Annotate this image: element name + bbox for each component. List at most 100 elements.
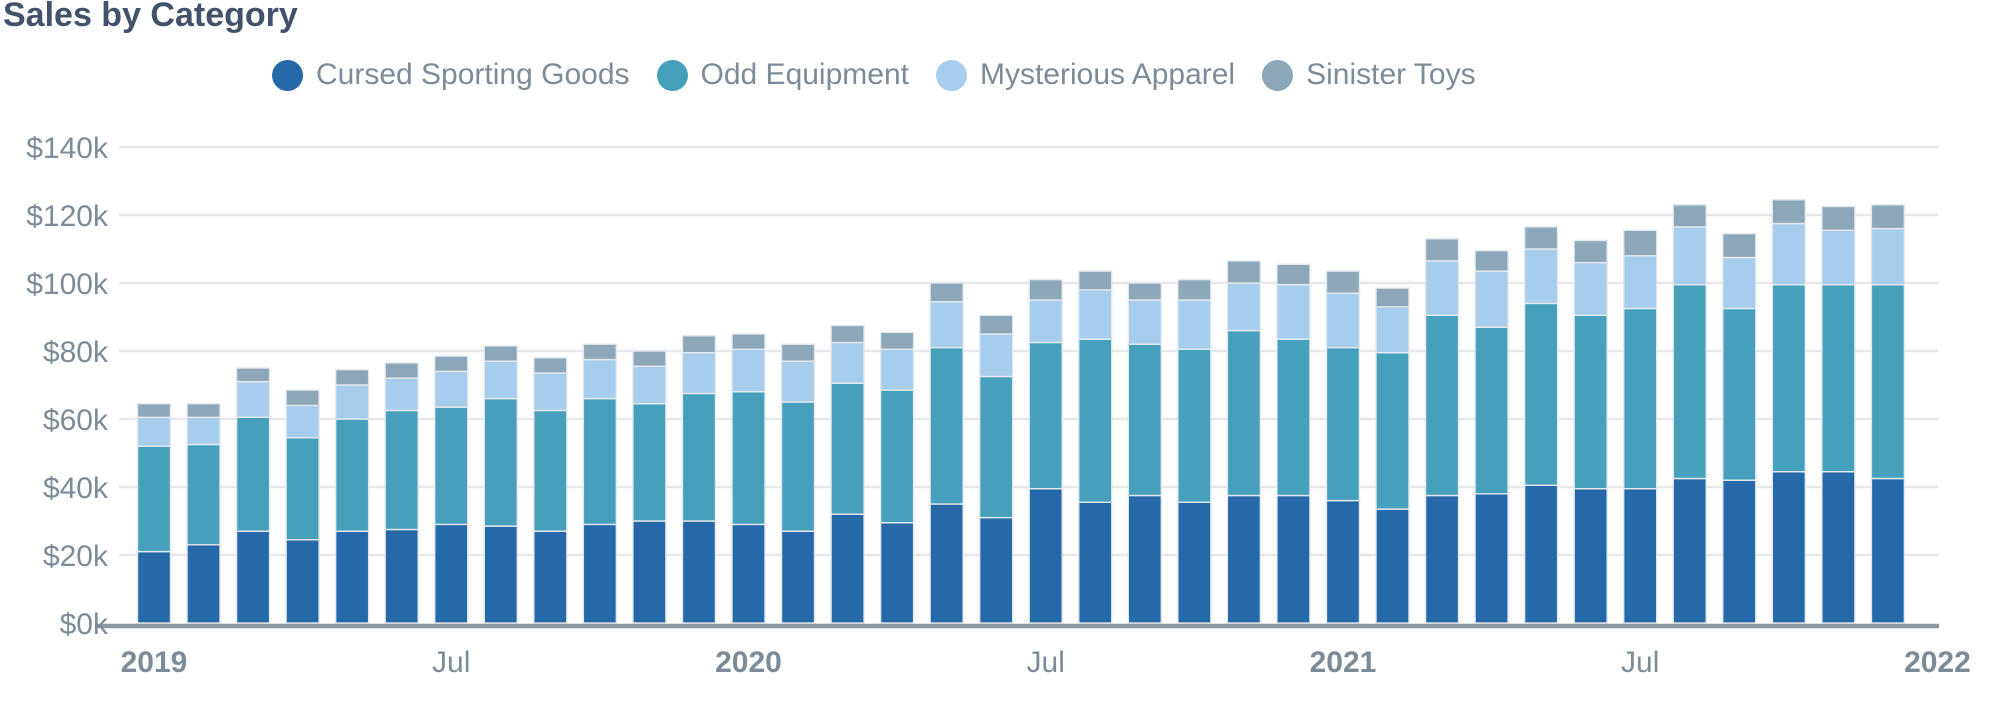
bar-segment-may-2021-sinister-toys[interactable] <box>1523 226 1559 250</box>
bar-segment-sep-2021-mysterious-apparel[interactable] <box>1722 256 1757 310</box>
bar-segment-oct-2021-cursed-sporting-goods[interactable] <box>1771 471 1807 624</box>
bar-segment-jul-2021-cursed-sporting-goods[interactable] <box>1622 488 1658 624</box>
bar-segment-nov-2020-cursed-sporting-goods[interactable] <box>1226 494 1262 624</box>
bar-segment-feb-2019-sinister-toys[interactable] <box>186 403 221 419</box>
bar-segment-aug-2021-cursed-sporting-goods[interactable] <box>1672 477 1707 624</box>
bar-segment-mar-2021-cursed-sporting-goods[interactable] <box>1424 494 1460 624</box>
bar-segment-jan-2020-sinister-toys[interactable] <box>731 333 766 351</box>
bar-segment-dec-2021-cursed-sporting-goods[interactable] <box>1870 477 1906 624</box>
bar-segment-sep-2019-sinister-toys[interactable] <box>533 357 568 374</box>
bar-segment-oct-2019-cursed-sporting-goods[interactable] <box>582 523 618 624</box>
bar-segment-aug-2020-odd-equipment[interactable] <box>1078 338 1113 504</box>
bar-segment-apr-2021-mysterious-apparel[interactable] <box>1474 270 1509 328</box>
bar-segment-jul-2021-sinister-toys[interactable] <box>1622 229 1658 257</box>
bar-segment-oct-2020-sinister-toys[interactable] <box>1177 278 1212 301</box>
bar-segment-dec-2021-odd-equipment[interactable] <box>1870 284 1906 480</box>
bar-segment-dec-2019-mysterious-apparel[interactable] <box>681 352 717 395</box>
bar-segment-jan-2021-mysterious-apparel[interactable] <box>1325 292 1361 349</box>
bar-segment-oct-2020-mysterious-apparel[interactable] <box>1177 299 1212 350</box>
bar-segment-oct-2021-sinister-toys[interactable] <box>1771 198 1807 225</box>
bar-segment-jun-2020-mysterious-apparel[interactable] <box>978 333 1014 378</box>
bar-segment-jan-2019-mysterious-apparel[interactable] <box>136 416 172 447</box>
bar-segment-jun-2021-sinister-toys[interactable] <box>1573 239 1608 264</box>
bar-segment-mar-2020-sinister-toys[interactable] <box>830 324 865 344</box>
bar-segment-apr-2021-odd-equipment[interactable] <box>1474 326 1509 495</box>
bar-segment-aug-2020-mysterious-apparel[interactable] <box>1078 289 1113 340</box>
bar-segment-jul-2020-sinister-toys[interactable] <box>1028 278 1063 301</box>
bar-segment-jan-2021-odd-equipment[interactable] <box>1325 346 1361 502</box>
legend-item-cursed-sporting-goods[interactable]: Cursed Sporting Goods <box>272 58 630 92</box>
bar-segment-aug-2021-sinister-toys[interactable] <box>1672 204 1707 228</box>
bar-segment-jan-2020-mysterious-apparel[interactable] <box>731 348 766 393</box>
bar-segment-feb-2019-odd-equipment[interactable] <box>186 443 221 546</box>
bar-segment-sep-2019-mysterious-apparel[interactable] <box>533 372 568 412</box>
bar-segment-sep-2020-odd-equipment[interactable] <box>1127 343 1163 497</box>
bar-segment-jul-2019-cursed-sporting-goods[interactable] <box>434 523 469 624</box>
bar-segment-aug-2019-mysterious-apparel[interactable] <box>483 360 518 400</box>
bar-segment-jul-2021-odd-equipment[interactable] <box>1622 307 1658 490</box>
bar-segment-mar-2021-mysterious-apparel[interactable] <box>1424 260 1460 316</box>
bar-segment-mar-2019-odd-equipment[interactable] <box>235 416 271 532</box>
bar-segment-jul-2021-mysterious-apparel[interactable] <box>1622 255 1658 310</box>
bar-segment-oct-2019-odd-equipment[interactable] <box>582 397 618 526</box>
bar-segment-may-2020-cursed-sporting-goods[interactable] <box>929 503 964 624</box>
bar-segment-apr-2021-sinister-toys[interactable] <box>1474 249 1509 272</box>
bar-segment-jan-2019-cursed-sporting-goods[interactable] <box>136 550 172 624</box>
bar-segment-aug-2019-cursed-sporting-goods[interactable] <box>483 525 518 624</box>
bar-segment-dec-2021-mysterious-apparel[interactable] <box>1870 227 1906 286</box>
bar-segment-dec-2020-mysterious-apparel[interactable] <box>1276 284 1311 340</box>
bar-segment-jun-2020-odd-equipment[interactable] <box>978 375 1014 519</box>
bar-segment-jul-2019-odd-equipment[interactable] <box>434 406 469 526</box>
bar-segment-sep-2020-sinister-toys[interactable] <box>1127 282 1163 301</box>
bar-segment-feb-2019-cursed-sporting-goods[interactable] <box>186 544 221 624</box>
bar-segment-sep-2021-sinister-toys[interactable] <box>1722 232 1757 259</box>
bar-segment-oct-2019-mysterious-apparel[interactable] <box>582 358 618 400</box>
bar-segment-jan-2019-odd-equipment[interactable] <box>136 445 172 553</box>
bar-segment-aug-2021-mysterious-apparel[interactable] <box>1672 226 1707 286</box>
bar-segment-feb-2019-mysterious-apparel[interactable] <box>186 416 221 446</box>
bar-segment-nov-2019-mysterious-apparel[interactable] <box>632 365 667 405</box>
bar-segment-may-2019-cursed-sporting-goods[interactable] <box>334 530 370 624</box>
bar-segment-jun-2019-cursed-sporting-goods[interactable] <box>384 528 419 624</box>
bar-segment-dec-2020-sinister-toys[interactable] <box>1276 263 1311 286</box>
bar-segment-jun-2021-cursed-sporting-goods[interactable] <box>1573 488 1608 624</box>
bar-segment-dec-2019-cursed-sporting-goods[interactable] <box>681 520 717 624</box>
bar-segment-nov-2020-odd-equipment[interactable] <box>1226 329 1262 497</box>
bar-segment-aug-2019-odd-equipment[interactable] <box>483 397 518 527</box>
bar-segment-apr-2020-sinister-toys[interactable] <box>879 331 915 350</box>
bar-segment-sep-2019-cursed-sporting-goods[interactable] <box>533 530 568 624</box>
legend-item-sinister-toys[interactable]: Sinister Toys <box>1262 58 1476 92</box>
bar-segment-aug-2020-cursed-sporting-goods[interactable] <box>1078 501 1113 624</box>
bar-segment-mar-2019-cursed-sporting-goods[interactable] <box>235 530 271 624</box>
bar-segment-apr-2019-odd-equipment[interactable] <box>285 437 320 541</box>
bar-segment-oct-2020-odd-equipment[interactable] <box>1177 348 1212 503</box>
bar-segment-may-2019-sinister-toys[interactable] <box>334 369 370 386</box>
bar-segment-apr-2021-cursed-sporting-goods[interactable] <box>1474 493 1509 624</box>
bar-segment-aug-2019-sinister-toys[interactable] <box>483 345 518 362</box>
bar-segment-nov-2020-mysterious-apparel[interactable] <box>1226 282 1262 332</box>
bar-segment-oct-2021-odd-equipment[interactable] <box>1771 284 1807 473</box>
bar-segment-oct-2019-sinister-toys[interactable] <box>582 343 618 361</box>
bar-segment-apr-2020-mysterious-apparel[interactable] <box>879 348 915 391</box>
bar-segment-feb-2021-sinister-toys[interactable] <box>1375 287 1410 308</box>
bar-segment-mar-2021-odd-equipment[interactable] <box>1424 314 1460 497</box>
bar-segment-sep-2021-odd-equipment[interactable] <box>1722 307 1757 481</box>
bar-segment-mar-2019-mysterious-apparel[interactable] <box>235 380 271 419</box>
bar-segment-mar-2020-cursed-sporting-goods[interactable] <box>830 513 865 624</box>
bar-segment-oct-2020-cursed-sporting-goods[interactable] <box>1177 501 1212 624</box>
bar-segment-may-2019-odd-equipment[interactable] <box>334 418 370 532</box>
bar-segment-jun-2020-cursed-sporting-goods[interactable] <box>978 516 1014 624</box>
bar-segment-jun-2021-mysterious-apparel[interactable] <box>1573 261 1608 317</box>
bar-segment-mar-2021-sinister-toys[interactable] <box>1424 238 1460 262</box>
bar-segment-oct-2021-mysterious-apparel[interactable] <box>1771 222 1807 286</box>
bar-segment-mar-2019-sinister-toys[interactable] <box>235 367 271 383</box>
bar-segment-jul-2020-odd-equipment[interactable] <box>1028 341 1063 490</box>
bar-segment-apr-2019-cursed-sporting-goods[interactable] <box>285 539 320 624</box>
bar-segment-sep-2019-odd-equipment[interactable] <box>533 409 568 532</box>
bar-segment-jul-2019-sinister-toys[interactable] <box>434 355 469 373</box>
legend-item-odd-equipment[interactable]: Odd Equipment <box>656 58 909 92</box>
bar-segment-jan-2019-sinister-toys[interactable] <box>136 403 172 419</box>
bar-segment-jun-2019-mysterious-apparel[interactable] <box>384 377 419 412</box>
bar-segment-mar-2020-odd-equipment[interactable] <box>830 382 865 515</box>
bar-segment-feb-2020-mysterious-apparel[interactable] <box>780 360 816 403</box>
